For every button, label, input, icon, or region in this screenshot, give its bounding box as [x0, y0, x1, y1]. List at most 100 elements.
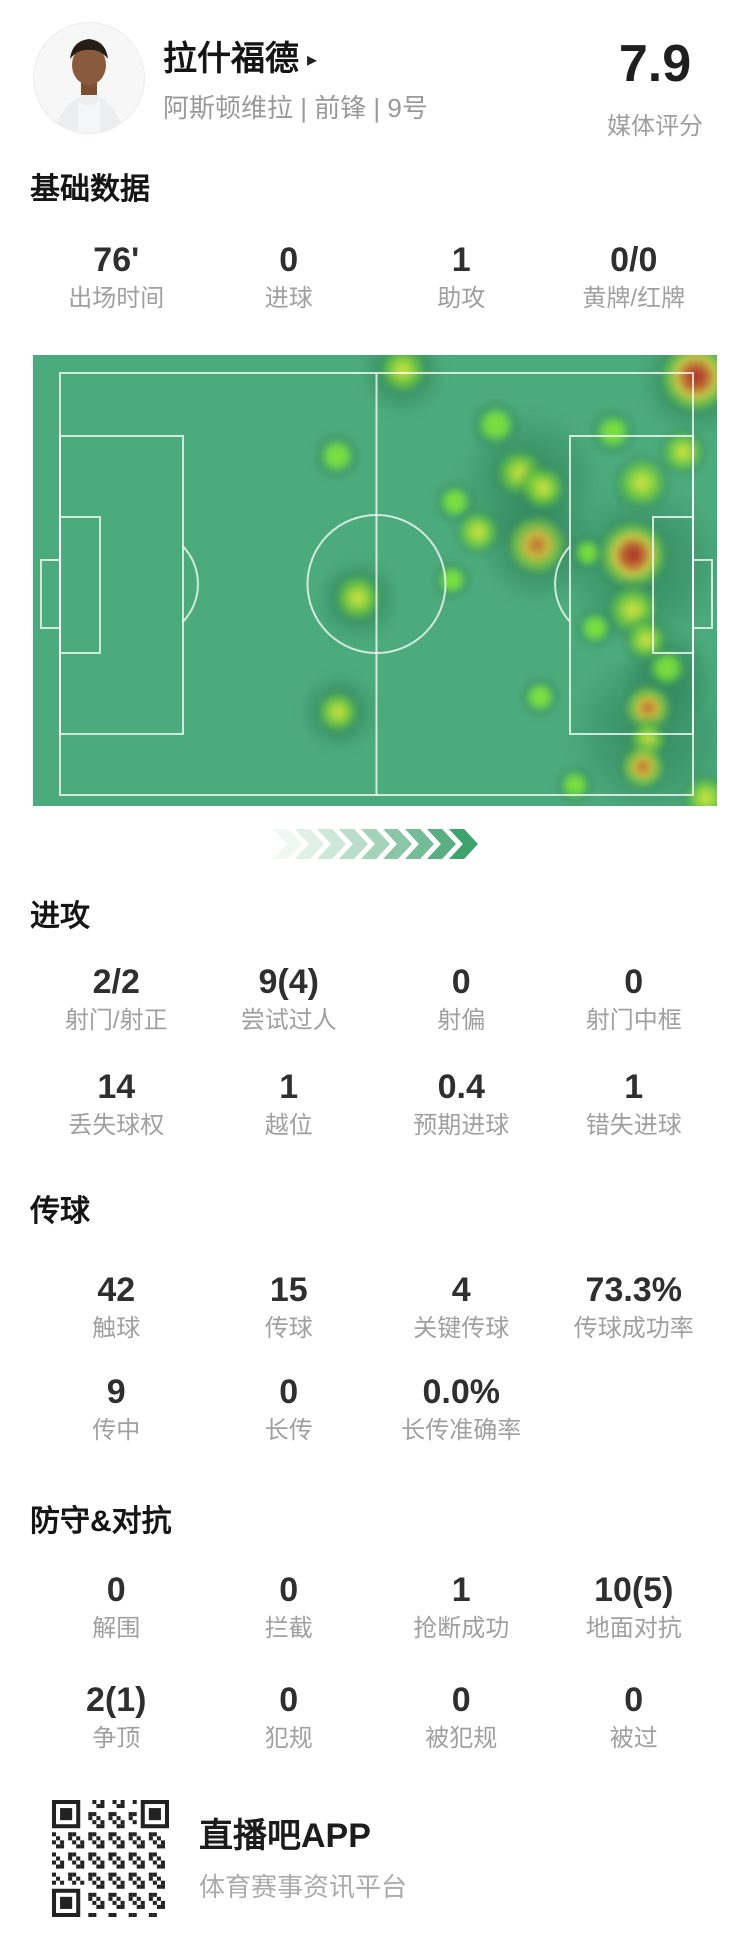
attack-stats-row-2: 14 丢失球权 1 越位 0.4 预期进球 1 错失进球 [30, 1067, 720, 1141]
stat-value: 0 [624, 1681, 644, 1719]
stat-label: 长传 [264, 1417, 313, 1444]
app-tagline: 体育赛事资讯平台 [199, 1872, 408, 1902]
heat-blob-yellow [311, 685, 365, 739]
heatmap-blob-layer [33, 355, 717, 806]
stat-cell: 9 传中 [30, 1372, 203, 1446]
passing-stats-row-2: 9 传中 0 长传 0.0% 长传准确率 [30, 1372, 720, 1446]
stat-cell: 0.4 预期进球 [375, 1067, 548, 1141]
heat-blob-yellow [610, 451, 674, 515]
stat-value: 0 [279, 1681, 299, 1719]
stat-value: 0/0 [610, 241, 658, 279]
stat-value: 1 [279, 1068, 299, 1106]
stat-value: 1 [624, 1068, 644, 1106]
stat-value: 9 [106, 1373, 126, 1411]
stat-value: 0 [279, 1571, 299, 1609]
stat-label: 地面对抗 [585, 1615, 682, 1642]
stat-label: 长传准确率 [401, 1417, 522, 1444]
pitch-lines [40, 372, 713, 796]
stat-cell: 76' 出场时间 [30, 240, 203, 314]
stat-cell: 73.3% 传球成功率 [548, 1270, 721, 1344]
stat-label: 被过 [609, 1725, 658, 1752]
heat-blob-yellow [515, 460, 571, 516]
stat-label: 进球 [264, 285, 313, 312]
stat-cell: 1 助攻 [375, 240, 548, 314]
attack-stats-row-1: 2/2 射门/射正 9(4) 尝试过人 0 射偏 0 射门中框 [30, 962, 720, 1036]
stat-value: 1 [451, 1571, 471, 1609]
qr-code [52, 1800, 169, 1917]
media-rating-score: 7.9 [618, 35, 692, 93]
stat-cell: 42 触球 [30, 1270, 203, 1344]
defense-stats-row-1: 0 解围 0 拦截 1 抢断成功 10(5) 地面对抗 [30, 1570, 720, 1644]
stat-cell: 9(4) 尝试过人 [203, 962, 376, 1036]
stat-value: 0 [279, 1373, 299, 1411]
stat-cell: 0 进球 [203, 240, 376, 314]
chevron-arrow-icon [273, 829, 302, 859]
heat-blob-orange [499, 507, 575, 583]
rating-box: 7.9 媒体评分 [570, 36, 740, 141]
player-photo [34, 23, 144, 133]
stat-label: 助攻 [437, 285, 486, 312]
stat-cell: 0.0% 长传准确率 [375, 1372, 548, 1446]
stat-label: 丢失球权 [68, 1112, 165, 1139]
stat-cell: 1 错失进球 [548, 1067, 721, 1141]
stat-value: 0 [624, 963, 644, 1001]
heat-blob-orange [615, 739, 671, 795]
stat-cell: 0 拦截 [203, 1570, 376, 1644]
stat-cell: 2(1) 争顶 [30, 1680, 203, 1754]
stat-value: 0 [279, 241, 299, 279]
stat-label: 出场时间 [68, 285, 165, 312]
chevron-separator [273, 829, 478, 859]
player-heatmap [33, 355, 717, 806]
stat-value: 42 [97, 1271, 136, 1309]
stat-label: 尝试过人 [240, 1007, 337, 1034]
stat-label: 射偏 [437, 1007, 486, 1034]
section-title-passing: 传球 [30, 1195, 90, 1228]
stat-label: 传中 [92, 1417, 141, 1444]
stat-label: 错失进球 [585, 1112, 682, 1139]
stat-label: 犯规 [264, 1725, 313, 1752]
stat-label: 传球 [264, 1315, 313, 1342]
stat-label: 拦截 [264, 1615, 313, 1642]
stat-value: 1 [451, 241, 471, 279]
stat-value: 76' [93, 241, 140, 279]
stat-label: 抢断成功 [413, 1615, 510, 1642]
stat-value: 15 [269, 1271, 308, 1309]
stat-cell: 0 解围 [30, 1570, 203, 1644]
stat-cell: 0 被过 [548, 1680, 721, 1754]
stat-value: 0.0% [422, 1373, 501, 1411]
stat-cell: 0 犯规 [203, 1680, 376, 1754]
app-name: 直播吧APP [199, 1817, 371, 1855]
heat-blob-yellow [451, 505, 505, 559]
stat-value: 14 [97, 1068, 136, 1106]
stat-value: 10(5) [594, 1571, 674, 1609]
stat-value: 0 [451, 963, 471, 1001]
heat-blob-green [554, 764, 596, 806]
stat-cell: 1 抢断成功 [375, 1570, 548, 1644]
stat-label: 关键传球 [413, 1315, 510, 1342]
stat-cell: 4 关键传球 [375, 1270, 548, 1344]
defense-stats-row-2: 2(1) 争顶 0 犯规 0 被犯规 0 被过 [30, 1680, 720, 1754]
stat-label: 射门/射正 [64, 1007, 168, 1034]
section-title-defense: 防守&对抗 [30, 1505, 172, 1538]
heat-blob-yellow [328, 568, 388, 628]
heat-blob-green [573, 606, 617, 650]
chevron-right-icon: ▸ [307, 48, 318, 71]
section-title-attack: 进攻 [30, 900, 90, 933]
stat-value: 4 [451, 1271, 471, 1309]
stat-value: 0 [106, 1571, 126, 1609]
stat-value: 0.4 [437, 1068, 485, 1106]
basic-stats-row: 76' 出场时间 0 进球 1 助攻 0/0 黄牌/红牌 [30, 240, 720, 314]
stat-cell: 0 长传 [203, 1372, 376, 1446]
stat-cell: 0 射门中框 [548, 962, 721, 1036]
stat-cell: 15 传球 [203, 1270, 376, 1344]
stat-label: 触球 [92, 1315, 141, 1342]
stat-label: 越位 [264, 1112, 313, 1139]
stat-value: 2(1) [86, 1681, 147, 1719]
player-name-row[interactable]: 拉什福德 ▸ [163, 37, 317, 81]
media-rating-label: 媒体评分 [607, 113, 703, 140]
heat-blob-green [588, 407, 638, 457]
team-position-number: 阿斯顿维拉 | 前锋 | 9号 [163, 93, 428, 123]
stat-value: 2/2 [92, 963, 140, 1001]
stat-cell: 1 越位 [203, 1067, 376, 1141]
